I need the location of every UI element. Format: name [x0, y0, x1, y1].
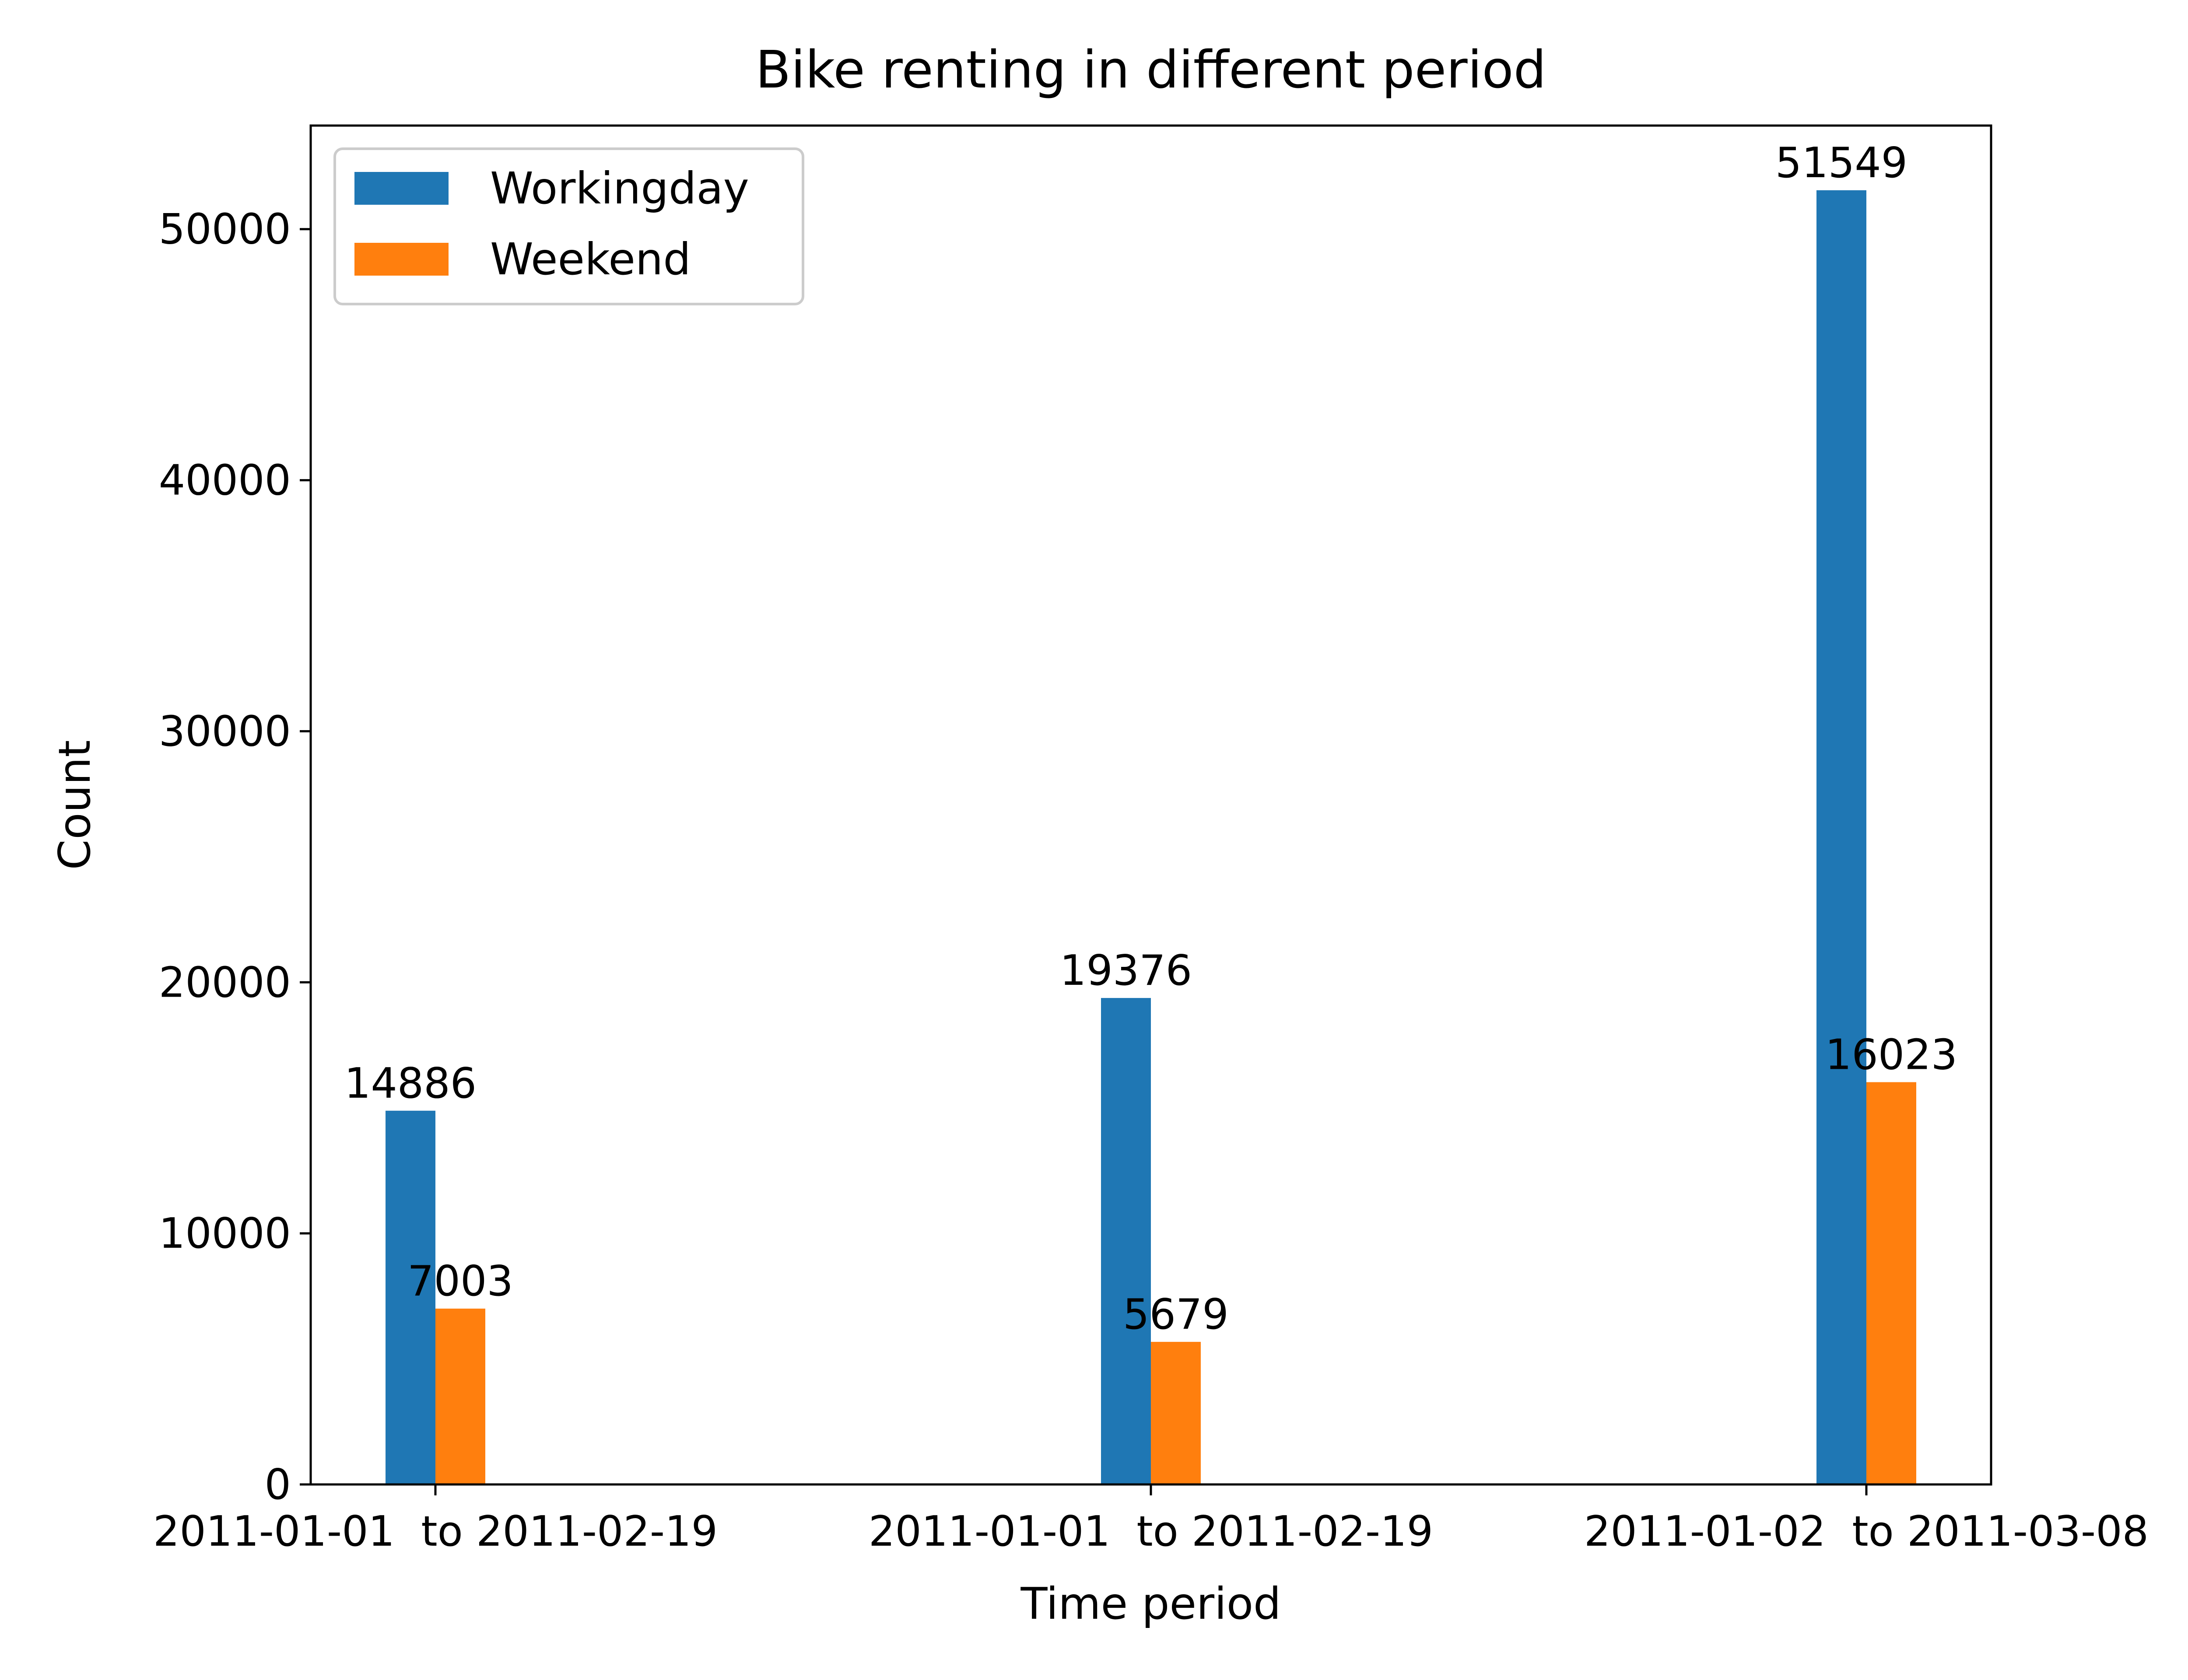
bar-weekend-2 — [1866, 1082, 1916, 1484]
x-tick-label-0: 2011-01-01 to 2011-02-19 — [153, 1508, 718, 1556]
legend-swatch-workingday — [354, 172, 449, 205]
legend-label-workingday: Workingday — [490, 163, 749, 214]
legend-frame — [333, 147, 804, 305]
y-tick-label-1: 10000 — [159, 1210, 291, 1258]
legend-swatch-weekend — [354, 243, 449, 276]
y-tick-label-3: 30000 — [159, 707, 291, 756]
y-axis-label: Count — [49, 740, 100, 870]
chart-title: Bike renting in different period — [755, 39, 1546, 100]
bar-weekend-0 — [435, 1309, 485, 1484]
data-labels-group: 14886 19376 51549 7003 5679 16023 — [344, 139, 1957, 1339]
x-tick-label-1: 2011-01-01 to 2011-02-19 — [869, 1508, 1433, 1556]
y-tick-label-4: 40000 — [159, 457, 291, 505]
data-label-workingday-2: 51549 — [1775, 139, 1907, 187]
plot-frame — [309, 124, 1992, 1486]
data-label-workingday-0: 14886 — [344, 1060, 477, 1108]
bar-workingday-2 — [1816, 190, 1866, 1485]
x-tick-label-2: 2011-01-02 to 2011-03-08 — [1584, 1508, 2149, 1556]
legend-label-weekend: Weekend — [490, 234, 691, 285]
data-label-weekend-1: 5679 — [1123, 1291, 1229, 1339]
legend: Workingday Weekend — [333, 147, 804, 305]
data-label-weekend-2: 16023 — [1825, 1031, 1957, 1079]
x-axis: 2011-01-01 to 2011-02-19 2011-01-01 to 20… — [153, 1484, 2149, 1556]
y-tick-label-0: 0 — [265, 1461, 291, 1509]
bars-group — [386, 190, 1916, 1485]
y-tick-label-5: 50000 — [159, 206, 291, 254]
bar-workingday-1 — [1101, 998, 1151, 1484]
bar-weekend-1 — [1151, 1342, 1201, 1484]
data-label-workingday-1: 19376 — [1060, 947, 1192, 995]
y-axis: 0 10000 20000 30000 40000 50000 — [159, 206, 311, 1509]
bar-workingday-0 — [386, 1110, 435, 1484]
data-label-weekend-0: 7003 — [407, 1257, 513, 1306]
y-tick-label-2: 20000 — [159, 959, 291, 1007]
x-axis-label: Time period — [1020, 1578, 1281, 1629]
